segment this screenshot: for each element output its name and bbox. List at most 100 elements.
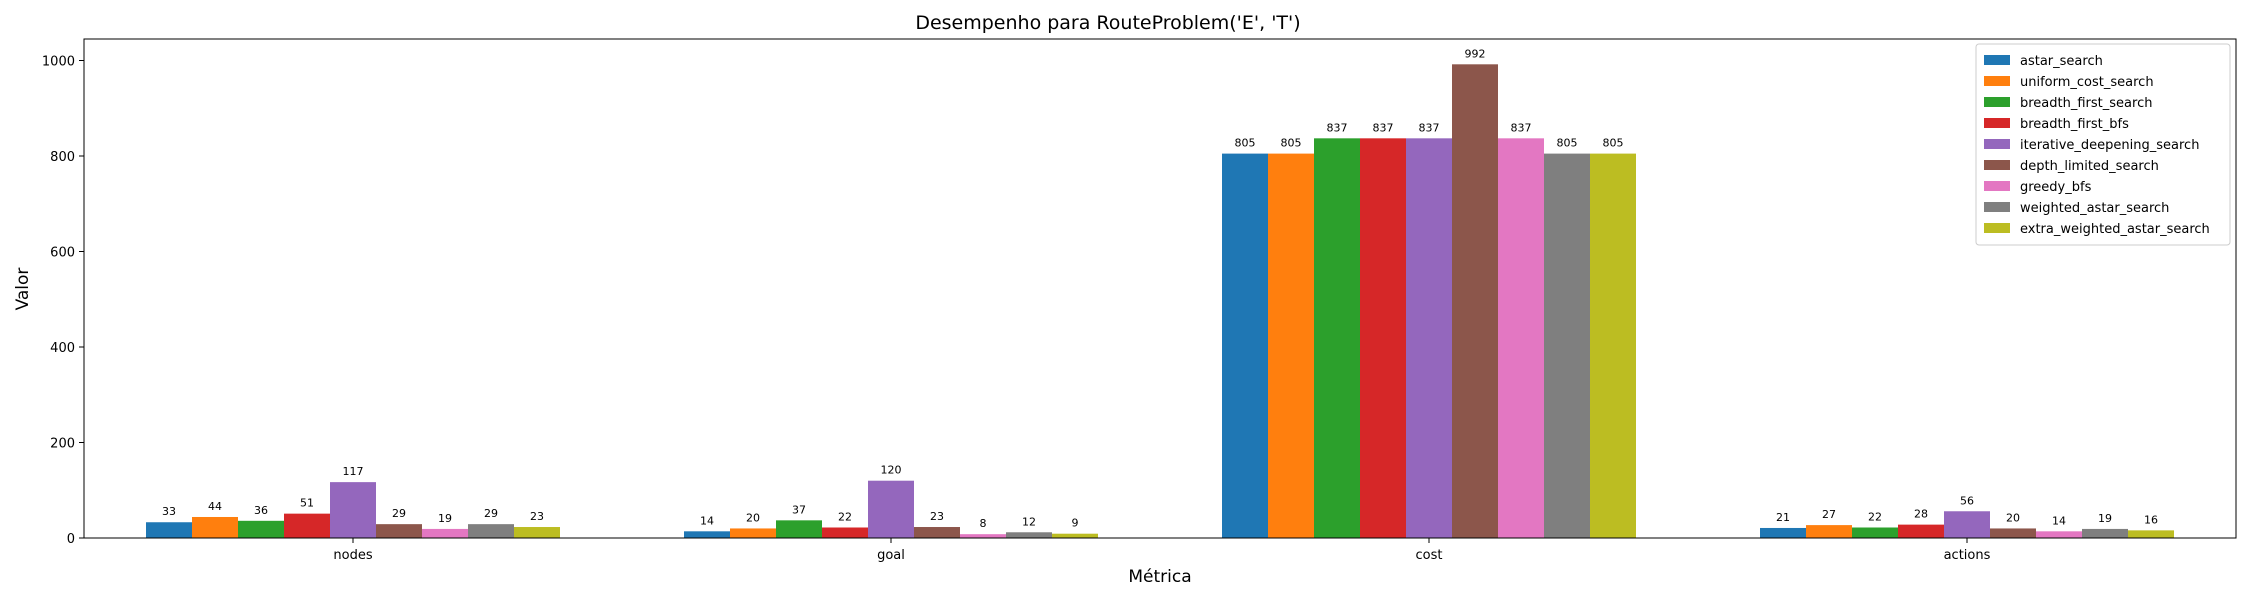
y-tick-label: 1000 bbox=[42, 54, 75, 69]
legend-swatch bbox=[1984, 97, 2010, 107]
data-label: 14 bbox=[700, 514, 714, 527]
legend-swatch bbox=[1984, 76, 2010, 86]
data-label: 837 bbox=[1419, 121, 1440, 134]
data-label: 120 bbox=[881, 464, 902, 477]
data-label: 51 bbox=[300, 497, 314, 510]
data-label: 19 bbox=[438, 512, 452, 525]
data-label: 16 bbox=[2144, 513, 2158, 526]
legend-label: iterative_deepening_search bbox=[2020, 138, 2199, 153]
legend-swatch bbox=[1984, 118, 2010, 128]
bar bbox=[1760, 527, 1806, 538]
legend-label: breadth_first_bfs bbox=[2020, 117, 2129, 132]
y-tick-label: 600 bbox=[50, 245, 75, 260]
data-label: 805 bbox=[1235, 137, 1256, 150]
legend: astar_search uniform_cost_search breadth_f… bbox=[1975, 43, 2231, 246]
legend-label: extra_weighted_astar_search bbox=[2020, 222, 2210, 237]
bars-layer: 33 44 36 51 117 29 19 29 23 14 20 37 22 120 23 8 12 9 805 8… bbox=[146, 47, 2174, 538]
legend-label: depth_limited_search bbox=[2020, 159, 2159, 174]
axes-layer: nodes goal cost actions 0 200 400 600 800 1000 bbox=[42, 38, 2237, 563]
y-tick-label: 0 bbox=[67, 532, 75, 547]
legend-label: weighted_astar_search bbox=[2020, 201, 2169, 216]
bar bbox=[1852, 527, 1898, 538]
bar bbox=[1406, 138, 1452, 538]
legend-swatch bbox=[1984, 223, 2010, 233]
bar bbox=[914, 527, 960, 538]
chart-title: Desempenho para RouteProblem('E', 'T') bbox=[915, 12, 1300, 34]
data-label: 992 bbox=[1465, 47, 1486, 60]
bar bbox=[1006, 532, 1052, 538]
x-tick-label: goal bbox=[877, 548, 905, 563]
data-label: 805 bbox=[1557, 137, 1578, 150]
bar bbox=[330, 482, 376, 538]
plot-frame bbox=[83, 38, 2237, 539]
y-axis-label: Valor bbox=[13, 268, 33, 311]
data-label: 23 bbox=[530, 510, 544, 523]
data-label: 12 bbox=[1022, 515, 1036, 528]
y-tick-label: 800 bbox=[50, 150, 75, 165]
legend-label: uniform_cost_search bbox=[2020, 75, 2154, 90]
bar bbox=[1268, 153, 1314, 538]
bar bbox=[1498, 138, 1544, 538]
legend-swatch bbox=[1984, 181, 2010, 191]
x-axis-label: Métrica bbox=[1128, 567, 1191, 587]
bar bbox=[468, 524, 514, 538]
legend-swatch bbox=[1984, 55, 2010, 65]
legend-label: astar_search bbox=[2020, 54, 2103, 69]
bar bbox=[960, 534, 1006, 538]
data-label: 20 bbox=[746, 511, 760, 524]
data-label: 22 bbox=[1868, 510, 1882, 523]
bar bbox=[1314, 138, 1360, 538]
bar bbox=[776, 520, 822, 538]
data-label: 22 bbox=[838, 510, 852, 523]
bar bbox=[1452, 64, 1498, 538]
data-label: 37 bbox=[792, 503, 806, 516]
legend-box bbox=[1975, 43, 2231, 246]
x-tick-label: nodes bbox=[333, 548, 372, 563]
y-tick-label: 200 bbox=[50, 436, 75, 451]
legend-label: breadth_first_search bbox=[2020, 96, 2152, 111]
bar bbox=[2036, 531, 2082, 538]
bar bbox=[868, 480, 914, 538]
data-label: 44 bbox=[208, 500, 222, 513]
bar bbox=[146, 522, 192, 538]
data-label: 29 bbox=[392, 507, 406, 520]
bar bbox=[376, 524, 422, 538]
data-label: 805 bbox=[1603, 137, 1624, 150]
bar bbox=[1052, 533, 1098, 538]
data-label: 36 bbox=[254, 504, 268, 517]
bar bbox=[192, 516, 238, 538]
bar bbox=[730, 528, 776, 538]
bar bbox=[1944, 511, 1990, 538]
legend-label: greedy_bfs bbox=[2020, 180, 2092, 195]
bar bbox=[1544, 153, 1590, 538]
data-label: 29 bbox=[484, 507, 498, 520]
data-label: 117 bbox=[343, 465, 364, 478]
data-label: 9 bbox=[1072, 517, 1079, 530]
bar bbox=[514, 527, 560, 538]
data-label: 23 bbox=[930, 510, 944, 523]
data-label: 28 bbox=[1914, 508, 1928, 521]
x-tick-label: actions bbox=[1944, 548, 1991, 563]
data-label: 56 bbox=[1960, 494, 1974, 507]
data-label: 837 bbox=[1327, 121, 1348, 134]
data-label: 14 bbox=[2052, 514, 2066, 527]
bar bbox=[1806, 525, 1852, 538]
bar bbox=[684, 531, 730, 538]
bar bbox=[822, 527, 868, 538]
bar bbox=[284, 513, 330, 538]
data-label: 837 bbox=[1511, 121, 1532, 134]
data-label: 19 bbox=[2098, 512, 2112, 525]
data-label: 27 bbox=[1822, 508, 1836, 521]
data-label: 33 bbox=[162, 505, 176, 518]
data-label: 20 bbox=[2006, 511, 2020, 524]
bar bbox=[422, 528, 468, 538]
bar bbox=[1222, 153, 1268, 538]
legend-swatch bbox=[1984, 160, 2010, 170]
data-label: 8 bbox=[980, 517, 987, 530]
data-label: 805 bbox=[1281, 137, 1302, 150]
x-tick-label: cost bbox=[1416, 548, 1443, 563]
data-label: 837 bbox=[1373, 121, 1394, 134]
bar bbox=[1360, 138, 1406, 538]
